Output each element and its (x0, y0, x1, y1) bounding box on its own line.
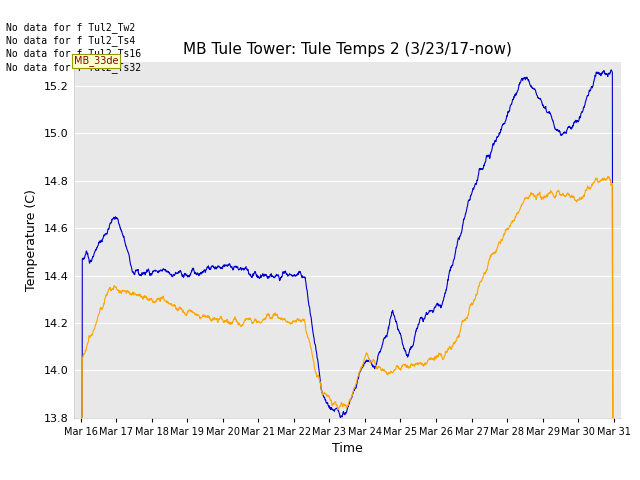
Tul2_Ts-8 (594, 179, 602, 185)
Title: MB Tule Tower: Tule Temps 2 (3/23/17-now): MB Tule Tower: Tule Temps 2 (3/23/17-now… (183, 42, 511, 57)
Tul2_Ts-2 (497, 130, 504, 135)
Tul2_Ts-2 (104, 227, 112, 232)
Tul2_Ts-8 (604, 173, 612, 179)
Y-axis label: Temperature (C): Temperature (C) (26, 189, 38, 291)
Tul2_Ts-8 (336, 404, 344, 409)
Tul2_Ts-2 (594, 70, 602, 75)
Tul2_Ts-2 (607, 67, 615, 73)
Text: MB_33de: MB_33de (74, 55, 118, 66)
Tul2_Ts-2 (595, 71, 602, 77)
Text: No data for f Tul2_Tw2: No data for f Tul2_Tw2 (6, 22, 136, 33)
Legend: Tul2_Ts-2, Tul2_Ts-8: Tul2_Ts-2, Tul2_Ts-8 (236, 474, 459, 480)
Tul2_Ts-8 (497, 240, 504, 246)
Text: No data for f Tul2_Ts4: No data for f Tul2_Ts4 (6, 35, 136, 46)
X-axis label: Time: Time (332, 442, 363, 455)
Tul2_Ts-2 (336, 413, 344, 419)
Line: Tul2_Ts-8: Tul2_Ts-8 (81, 176, 614, 480)
Tul2_Ts-8 (595, 179, 602, 184)
Line: Tul2_Ts-2: Tul2_Ts-2 (81, 70, 614, 480)
Tul2_Ts-2 (322, 397, 330, 403)
Text: No data for f Tul2_Ts16: No data for f Tul2_Ts16 (6, 48, 141, 60)
Tul2_Ts-8 (104, 289, 112, 295)
Tul2_Ts-8 (322, 391, 330, 396)
Text: No data for f Tul2_Ts32: No data for f Tul2_Ts32 (6, 62, 141, 73)
